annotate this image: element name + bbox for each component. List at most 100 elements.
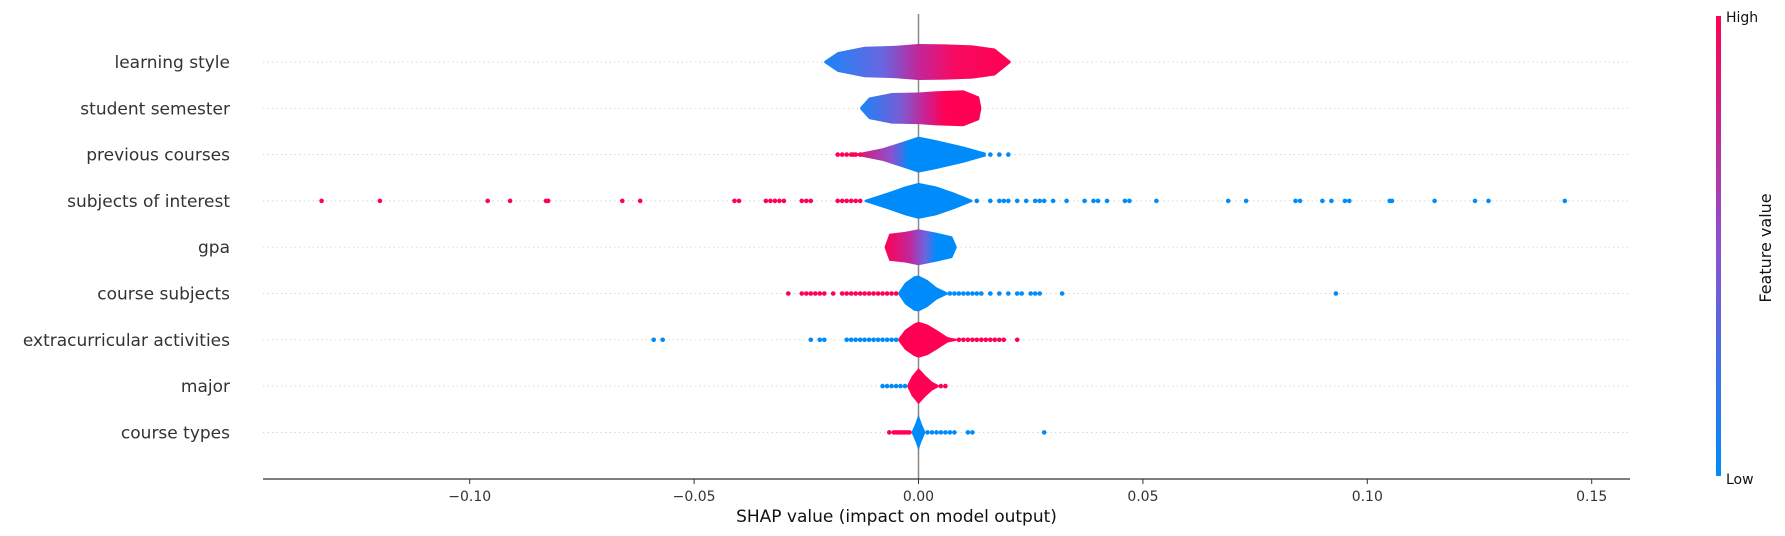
point-high [817, 291, 823, 296]
point-high [938, 383, 944, 389]
point-low [875, 337, 881, 343]
point-low [1127, 198, 1132, 204]
point-low [988, 198, 993, 204]
point-low [1028, 291, 1033, 296]
point-low [1037, 291, 1042, 296]
point-low [970, 291, 975, 296]
point-low [1562, 198, 1568, 204]
point-high [943, 383, 948, 389]
point-high [844, 291, 849, 296]
point-low [1389, 198, 1395, 204]
point-high [866, 291, 872, 296]
point-high [839, 152, 845, 157]
point-high [772, 198, 778, 204]
point-low [893, 383, 899, 389]
violin [898, 275, 948, 312]
point-low [1006, 291, 1011, 296]
point-high [853, 198, 858, 204]
point-low [1082, 198, 1087, 204]
point-low [898, 383, 903, 389]
point-high [970, 337, 975, 343]
point-high [889, 291, 894, 296]
point-low [1122, 198, 1128, 204]
colorbar: High Low Feature value [1716, 10, 1775, 488]
point-high [965, 337, 971, 343]
outlier-points [319, 152, 1568, 435]
x-tick-label: 0.00 [903, 489, 934, 505]
violin [855, 136, 986, 173]
feature-label: student semester [80, 99, 230, 119]
point-high [974, 337, 980, 343]
point-low [1019, 291, 1024, 296]
point-high [844, 198, 849, 204]
point-low [1014, 198, 1020, 204]
point-high [853, 291, 858, 296]
point-low [1293, 198, 1298, 204]
feature-label: course types [121, 423, 230, 443]
point-low [889, 337, 894, 343]
point-high [857, 152, 863, 157]
point-high [736, 198, 742, 204]
point-low [660, 337, 665, 343]
point-low [952, 430, 957, 435]
point-low [1104, 198, 1110, 204]
point-low [1032, 291, 1038, 296]
point-low [1041, 198, 1047, 204]
point-low [938, 430, 944, 435]
point-low [1320, 198, 1325, 204]
point-low [1006, 152, 1011, 157]
x-tick-label: −0.05 [673, 489, 716, 505]
point-low [1333, 291, 1339, 296]
point-low [947, 291, 953, 296]
point-low [1091, 198, 1096, 204]
point-high [839, 198, 845, 204]
point-high [887, 430, 892, 435]
point-high [485, 198, 491, 204]
point-high [768, 198, 773, 204]
point-low [871, 337, 876, 343]
point-low [974, 198, 980, 204]
point-low [1050, 198, 1056, 204]
point-low [817, 337, 823, 343]
point-high [822, 291, 827, 296]
point-high [781, 198, 787, 204]
point-low [1297, 198, 1303, 204]
point-low [880, 383, 885, 389]
point-low [934, 430, 939, 435]
point-high [377, 198, 383, 204]
point-low [997, 198, 1002, 204]
x-tick-label: −0.10 [448, 489, 491, 505]
point-low [1095, 198, 1101, 204]
colorbar-low-label: Low [1726, 472, 1754, 488]
point-high [844, 152, 849, 157]
point-low [1154, 198, 1159, 204]
violins [824, 44, 1011, 451]
point-low [848, 337, 854, 343]
point-high [319, 198, 324, 204]
point-low [947, 430, 953, 435]
point-low [1472, 198, 1478, 204]
point-high [804, 291, 809, 296]
colorbar-gradient [1716, 16, 1721, 476]
point-low [1342, 198, 1348, 204]
point-low [1059, 291, 1065, 296]
point-high [884, 291, 890, 296]
point-high [804, 198, 809, 204]
point-low [857, 337, 863, 343]
point-low [925, 430, 930, 435]
point-low [889, 383, 894, 389]
point-low [1001, 198, 1007, 204]
point-low [1041, 430, 1047, 435]
point-low [808, 337, 814, 343]
violin [864, 182, 973, 219]
x-axis-title: SHAP value (impact on model output) [736, 507, 1057, 527]
point-low [1432, 198, 1437, 204]
point-low [844, 337, 849, 343]
x-tick-label: 0.05 [1127, 489, 1158, 505]
feature-label: learning style [114, 53, 230, 73]
x-tick-label: 0.10 [1352, 489, 1383, 505]
point-high [983, 337, 989, 343]
point-low [979, 291, 984, 296]
point-high [956, 337, 962, 343]
point-low [1064, 198, 1069, 204]
